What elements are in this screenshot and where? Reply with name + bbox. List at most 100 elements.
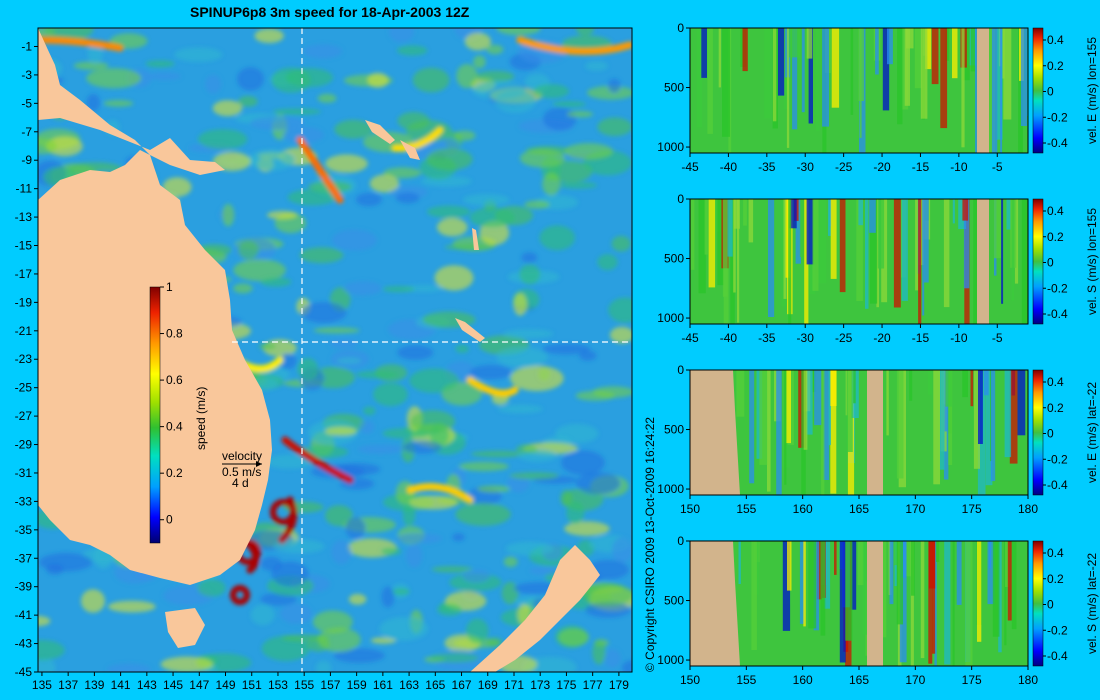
section-colorbar-tick-label: -0.4: [1047, 649, 1068, 663]
map-frame: [37, 27, 633, 673]
section-panel-field: [690, 541, 1028, 666]
map-x-tick-label: 171: [504, 678, 524, 692]
section-panel-4: 150 155 160 165 170 175 180 0 500 1000 0.4 0.2 0 -0.2…: [657, 534, 1099, 687]
map-y-tick-label: -3: [21, 68, 32, 82]
section-x-tick-label: -10: [950, 331, 968, 345]
map-x-tick-label: 137: [58, 678, 78, 692]
speed-field-texture: [406, 120, 452, 143]
section-field-texture: [1004, 370, 1012, 458]
section-field-texture: [857, 541, 865, 586]
section-y-tick-label: 500: [664, 81, 684, 95]
section-field-texture: [1005, 541, 1010, 587]
speed-field-texture: [271, 67, 311, 93]
section-field-texture: [801, 28, 805, 113]
section-field-texture: [963, 199, 970, 289]
speed-field-texture: [519, 264, 541, 285]
section-colorbar-tick-label: -0.2: [1047, 623, 1068, 637]
section-field-texture: [936, 541, 940, 562]
speed-field-texture: [597, 254, 618, 271]
section-field-texture: [778, 28, 785, 96]
section-field-texture: [977, 541, 982, 642]
speed-field-texture: [469, 364, 512, 380]
speed-field-texture: [477, 485, 511, 493]
map-x-tick-label: 143: [137, 678, 157, 692]
map-y-tick-label: -43: [15, 637, 33, 651]
section-field-texture: [987, 28, 995, 153]
section-field-texture: [931, 28, 939, 85]
section-x-tick-label: 155: [736, 502, 756, 516]
section-field-texture: [818, 199, 827, 284]
speed-field-texture: [272, 108, 322, 115]
map-x-tick-label: 155: [294, 678, 314, 692]
section-field-texture: [948, 370, 953, 465]
speed-field-texture: [212, 100, 243, 117]
section-field-texture: [782, 541, 791, 631]
speed-field-texture: [174, 47, 223, 62]
section-field-texture: [756, 370, 763, 459]
speed-field-texture: [303, 44, 343, 59]
section-field-texture: [952, 28, 958, 79]
section-field-texture: [788, 199, 797, 229]
section-field-texture: [904, 28, 910, 106]
section-land-mask: [690, 370, 740, 495]
speed-field-texture: [331, 463, 381, 476]
speed-field-texture: [560, 490, 573, 507]
speed-field-texture: [38, 658, 56, 672]
section-field-texture: [927, 370, 932, 395]
speed-field-texture: [434, 265, 474, 291]
speed-field-texture: [558, 182, 598, 189]
speed-field-texture: [566, 500, 585, 525]
speed-field-texture: [379, 617, 429, 641]
speed-colorbar-tick-label: 0.6: [166, 373, 183, 387]
section-x-tick-label: 155: [736, 673, 756, 687]
speed-field-texture: [160, 656, 214, 672]
section-field-texture: [1020, 28, 1028, 126]
speed-field-texture: [38, 640, 65, 661]
map-y-tick-label: -21: [15, 324, 33, 338]
section-field-texture: [786, 370, 791, 444]
section-x-tick-label: 160: [793, 502, 813, 516]
speed-field-texture: [329, 339, 359, 349]
section-colorbar-tick-label: 0.4: [1047, 375, 1064, 389]
section-panel-3: 150 155 160 165 170 175 180 0 500 1000 0.4 0.2 0 -0.2…: [657, 363, 1099, 516]
map-x-tick-label: 153: [268, 678, 288, 692]
section-panels: -45 -40 -35 -30 -25 -20 -15 -10 -5 0 500 1000 0.4 0.2…: [657, 21, 1099, 687]
speed-field-texture: [402, 503, 416, 526]
speed-field-texture: [497, 404, 543, 414]
section-field-texture: [925, 28, 932, 70]
section-field-texture: [690, 199, 695, 270]
speed-field-texture: [503, 329, 554, 339]
section-y-tick-label: 1000: [657, 653, 684, 667]
new-zealand-land: [470, 545, 600, 672]
section-field-texture: [803, 541, 806, 627]
speed-field-texture: [412, 67, 450, 93]
section-field-texture: [806, 28, 813, 59]
section-x-tick-label: -5: [992, 160, 1003, 174]
map-axes: 135 137 139 141 143 145 147 149 151 153 155 157 159 1…: [15, 39, 630, 692]
section-colorbar-tick-label: 0.2: [1047, 572, 1064, 586]
speed-field-texture: [611, 235, 631, 252]
section-field-texture: [1026, 28, 1028, 116]
velocity-legend-arrowhead-icon: [256, 461, 262, 467]
speed-field-texture: [73, 61, 109, 70]
map-x-tick-label: 167: [452, 678, 472, 692]
current-streak: [406, 483, 474, 504]
section-field-texture: [1007, 541, 1012, 621]
speed-field-texture: [516, 444, 538, 454]
solomon-islands-land: [365, 120, 420, 160]
speed-field-texture: [331, 540, 352, 565]
map-y-tick-label: -7: [21, 125, 32, 139]
speed-field-texture: [367, 72, 389, 88]
velocity-legend-label: velocity: [222, 449, 262, 463]
speed-field-texture: [510, 365, 564, 392]
section-field-texture: [956, 541, 962, 605]
current-streak: [296, 136, 344, 204]
speed-field-texture: [452, 533, 465, 542]
speed-field-texture: [299, 247, 344, 264]
map-y-tick-label: -33: [15, 494, 33, 508]
map-x-tick-label: 135: [32, 678, 52, 692]
map-x-tick-label: 159: [347, 678, 367, 692]
section-field-texture: [920, 541, 925, 659]
speed-colorbar-tick-label: 0.8: [166, 327, 183, 341]
section-field-texture: [799, 199, 803, 257]
